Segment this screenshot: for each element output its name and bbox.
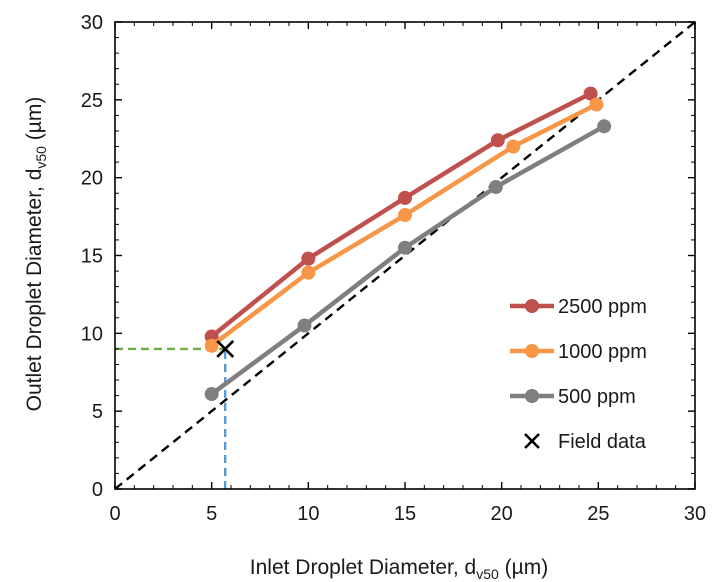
x-tick-label: 5 (206, 503, 217, 525)
legend-label: 2500 ppm (558, 296, 647, 318)
legend-marker (525, 389, 539, 403)
axes: 0 5 10 15 20 25 30 0 5 10 15 20 25 30 (81, 12, 706, 525)
x-tick-label: 25 (587, 503, 609, 525)
x-tick-label: 30 (684, 503, 706, 525)
y-tick-label: 15 (81, 246, 103, 268)
data-point (301, 265, 316, 280)
y-tick-label: 25 (81, 90, 103, 112)
x-tick-label: 10 (297, 503, 319, 525)
y-tick-label: 10 (81, 323, 103, 345)
legend: 2500 ppm 1000 ppm 500 ppm Field data (510, 296, 647, 453)
legend-entry: 1000 ppm (510, 341, 647, 363)
plot-area (114, 21, 696, 490)
legend-label: 1000 ppm (558, 341, 647, 363)
data-point (506, 139, 521, 154)
data-point (204, 338, 219, 353)
legend-entry: 500 ppm (510, 386, 636, 408)
x-tick-label: 15 (394, 503, 416, 525)
data-point (398, 208, 412, 223)
field-data-point (216, 339, 235, 358)
data-point (301, 251, 316, 266)
series-line (210, 124, 606, 396)
data-point (204, 387, 219, 402)
x-axis-label: Inlet Droplet Diameter, dv50 (µm) (250, 556, 548, 582)
y-axis-label: Outlet Droplet Diameter, dv50 (µm) (23, 97, 49, 412)
y-tick-label: 20 (81, 168, 103, 190)
data-point (398, 240, 412, 255)
y-tick-label: 30 (81, 12, 103, 34)
data-point (398, 190, 412, 205)
data-point (583, 86, 598, 101)
data-point (488, 180, 503, 195)
y-tick-label: 0 (92, 479, 103, 501)
series-line (210, 102, 598, 348)
legend-entry: 2500 ppm (510, 296, 647, 318)
legend-label: 500 ppm (558, 386, 636, 408)
legend-marker (525, 299, 539, 313)
data-point (490, 133, 505, 148)
data-point (597, 119, 612, 134)
legend-label: Field data (558, 431, 647, 453)
x-tick-label: 20 (491, 503, 513, 525)
reference-line (114, 21, 696, 490)
data-point (297, 318, 312, 333)
x-marker-stroke (216, 339, 235, 358)
legend-entry: Field data (524, 431, 647, 453)
data-point (589, 97, 604, 112)
x-tick-label: 0 (109, 503, 120, 525)
legend-marker (524, 433, 540, 449)
y-tick-label: 5 (92, 401, 103, 423)
legend-marker (525, 344, 539, 358)
